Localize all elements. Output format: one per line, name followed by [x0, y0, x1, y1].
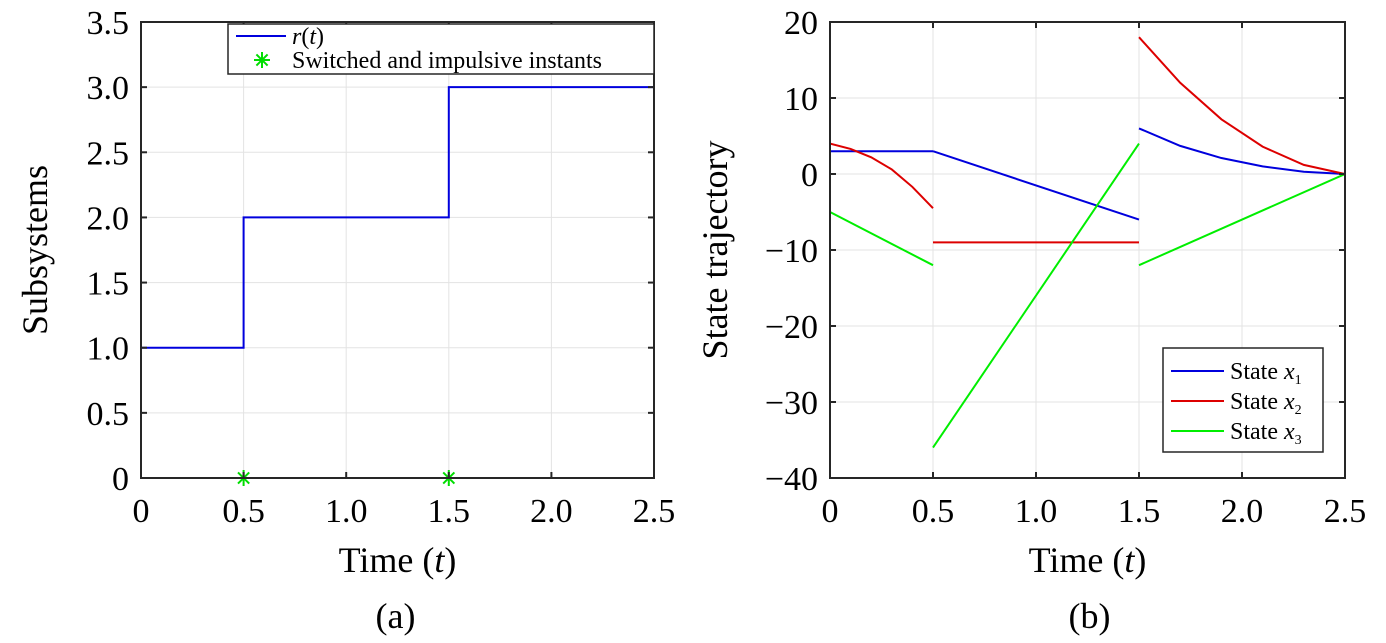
x-tick-label: 0 — [133, 493, 150, 530]
x-axis-label-paren: ( — [413, 540, 434, 580]
x-axis-label-text: Time — [1029, 540, 1104, 580]
legend-marker — [254, 52, 270, 68]
panel-caption: (a) — [376, 596, 416, 636]
y-tick-label: 2.5 — [87, 135, 130, 172]
legend-label: State x1 — [1230, 359, 1302, 388]
chart-a: 0 0.5 1.0 1.5 2.0 2.5 0 0.5 1.0 1.5 2.0 2.5 3.0 3.5 Ti… — [15, 5, 675, 636]
y-tick-label: −40 — [765, 461, 818, 498]
series-line-1-segment-1 — [141, 86, 654, 349]
series-line-3-segment-1 — [830, 211, 934, 267]
y-tick-label: 1.5 — [87, 266, 130, 303]
series-line-2-segment-3 — [1138, 36, 1345, 175]
legend-label: State x3 — [1230, 419, 1302, 448]
y-tick-label: 3.5 — [87, 5, 130, 42]
y-tick-label: 0 — [801, 157, 818, 194]
panel-caption: (b) — [1069, 596, 1111, 636]
legend: r(t)Switched and impulsive instants — [227, 23, 655, 75]
y-tick-label: 0 — [112, 461, 129, 498]
y-axis-label: Subsystems — [15, 165, 55, 335]
x-axis-label: Time (t) — [339, 540, 457, 580]
x-tick-label: 1.0 — [1015, 493, 1058, 530]
y-tick-label: 0.5 — [87, 396, 130, 433]
legend-item: State x3 — [1171, 419, 1302, 448]
x-tick-label: 1.5 — [428, 493, 471, 530]
y-tick-label: −10 — [765, 233, 818, 270]
legend-item: State x1 — [1171, 359, 1302, 388]
legend-label-name: State — [1230, 389, 1278, 415]
legend-box — [227, 23, 655, 75]
legend-label-subscript: 1 — [1295, 373, 1302, 388]
y-tick-label: −30 — [765, 385, 818, 422]
legend-label-paren: ) — [316, 24, 324, 50]
x-tick-label: 1.0 — [325, 493, 368, 530]
legend-label-variable: x — [1283, 359, 1295, 385]
legend-label: State x2 — [1230, 389, 1302, 418]
series-line-1-segment-3 — [1138, 127, 1345, 175]
x-axis-label-paren: ( — [1103, 540, 1124, 580]
legend-item: Switched and impulsive instants — [254, 48, 602, 74]
x-tick-label: 2.5 — [1324, 493, 1367, 530]
legend-label-variable: x — [1283, 419, 1295, 445]
legend-label-variable: t — [309, 24, 317, 50]
y-axis-label: State trajectory — [695, 141, 735, 360]
x-axis-label: Time (t) — [1029, 540, 1147, 580]
legend-label-name: State — [1230, 359, 1278, 385]
legend-label-subscript: 2 — [1295, 403, 1302, 418]
series-line-2-segment-1 — [830, 142, 934, 209]
marker-stroke — [255, 53, 269, 67]
x-tick-label: 2.5 — [633, 493, 676, 530]
x-axis-label-variable: t — [1124, 540, 1135, 580]
y-tick-label: 10 — [784, 81, 818, 118]
x-tick-label: 2.0 — [530, 493, 573, 530]
plot-frame — [140, 21, 655, 479]
x-tick-label: 2.0 — [1221, 493, 1264, 530]
x-tick-label: 0 — [822, 493, 839, 530]
legend-label-subscript: 3 — [1295, 433, 1302, 448]
legend-label: r(t) — [292, 24, 324, 50]
y-tick-label: 20 — [784, 5, 818, 42]
legend-label-name: State — [1230, 419, 1278, 445]
legend-item: State x2 — [1171, 389, 1302, 418]
legend-label-paren: ( — [301, 24, 309, 50]
series-line-3-segment-3 — [1138, 173, 1345, 267]
legend-label-variable: x — [1283, 389, 1295, 415]
y-tick-label: −20 — [765, 309, 818, 346]
series-line-1-segment-2 — [932, 150, 1140, 221]
y-tick-label: 3.0 — [87, 70, 130, 107]
y-tick-label: 1.0 — [87, 331, 130, 368]
x-tick-label: 0.5 — [912, 493, 955, 530]
legend-label-name: Switched and impulsive instants — [292, 48, 602, 74]
chart-b: 0 0.5 1.0 1.5 2.0 2.5 −40 −30 −20 −10 0 10 20 Time (t… — [695, 5, 1366, 636]
legend-item: r(t) — [236, 24, 324, 50]
x-axis-label-text: Time — [339, 540, 414, 580]
series-line-3-segment-2 — [932, 143, 1140, 449]
x-axis-label-variable: t — [434, 540, 445, 580]
x-tick-label: 0.5 — [222, 493, 265, 530]
y-tick-label: 2.0 — [87, 200, 130, 237]
legend-label-name: r — [292, 24, 302, 50]
x-axis-label-paren: ) — [444, 540, 456, 580]
x-axis-label-paren: ) — [1134, 540, 1146, 580]
legend-label: Switched and impulsive instants — [292, 48, 602, 74]
x-tick-label: 1.5 — [1118, 493, 1161, 530]
